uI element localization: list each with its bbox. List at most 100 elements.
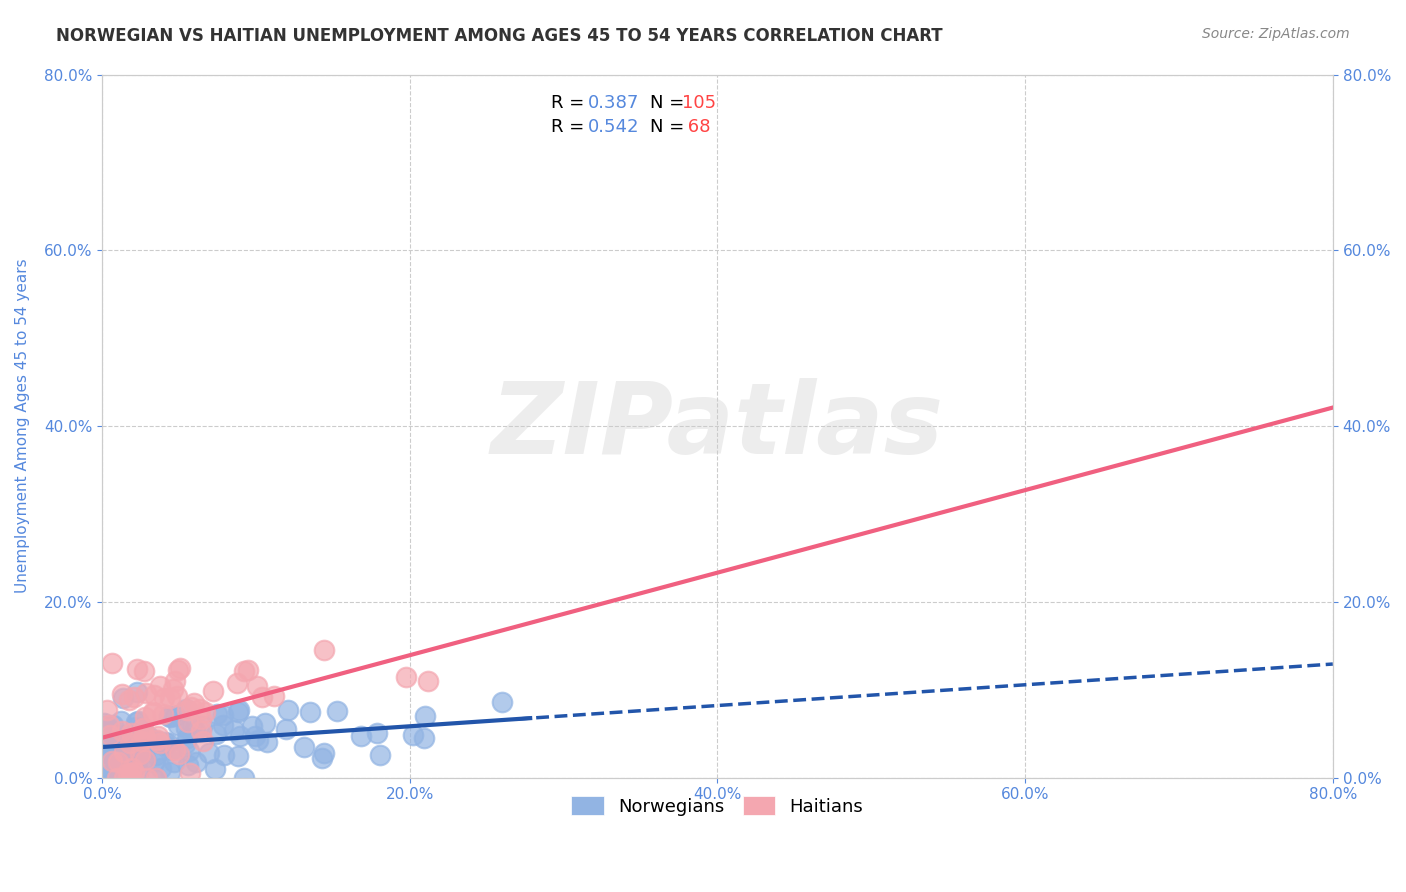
Point (143, 688, 166, 702)
Point (124, 731, 146, 746)
Text: NORWEGIAN VS HAITIAN UNEMPLOYMENT AMONG AGES 45 TO 54 YEARS CORRELATION CHART: NORWEGIAN VS HAITIAN UNEMPLOYMENT AMONG … (56, 27, 943, 45)
Point (93, 716, 115, 731)
Point (118, 692, 141, 706)
Point (148, 734, 170, 748)
Point (122, 731, 145, 746)
Point (134, 731, 156, 745)
Point (112, 771, 135, 785)
Point (111, 690, 134, 705)
Point (118, 736, 141, 750)
Point (174, 737, 197, 751)
Point (118, 757, 141, 772)
Point (366, 726, 388, 740)
Point (179, 766, 201, 780)
Point (121, 726, 143, 740)
Point (145, 771, 167, 785)
Point (413, 731, 436, 745)
Point (181, 718, 204, 732)
Point (143, 771, 166, 785)
Point (162, 681, 184, 696)
Point (132, 664, 155, 678)
Text: N =: N = (650, 118, 690, 136)
Point (191, 719, 214, 733)
Point (110, 714, 132, 728)
Point (240, 718, 263, 732)
Point (108, 763, 131, 777)
Point (246, 679, 269, 693)
Point (174, 701, 197, 715)
Point (135, 771, 157, 785)
Point (159, 765, 181, 780)
Point (125, 757, 148, 772)
Point (236, 663, 259, 677)
Point (225, 675, 247, 690)
Point (233, 771, 256, 785)
Point (243, 730, 266, 744)
Point (103, 736, 125, 750)
Point (416, 674, 439, 689)
Point (107, 751, 129, 765)
Point (120, 766, 142, 780)
Point (183, 696, 205, 710)
Point (149, 736, 172, 750)
Point (98, 723, 121, 737)
Point (98, 761, 121, 775)
Point (292, 739, 315, 754)
Point (153, 735, 176, 749)
Point (122, 734, 145, 748)
Point (165, 708, 187, 723)
Point (97, 768, 120, 782)
Point (204, 727, 226, 741)
Point (226, 748, 249, 763)
Point (207, 707, 229, 722)
Legend: Norwegians, Haitians: Norwegians, Haitians (562, 788, 873, 825)
Point (98, 728, 121, 742)
Point (153, 738, 176, 752)
Point (312, 746, 335, 760)
Point (132, 728, 155, 742)
Text: R =: R = (551, 95, 591, 112)
Point (124, 765, 146, 780)
Point (167, 718, 190, 732)
Point (149, 679, 172, 693)
Point (148, 729, 170, 743)
Point (229, 730, 252, 744)
Point (156, 736, 179, 750)
Point (124, 690, 146, 705)
Point (491, 695, 513, 709)
Point (134, 728, 156, 742)
Point (100, 748, 122, 763)
Point (274, 722, 297, 736)
Point (125, 662, 148, 676)
Point (152, 691, 174, 706)
Point (129, 747, 152, 762)
Point (312, 642, 335, 657)
Point (402, 727, 425, 741)
Point (96, 703, 118, 717)
Point (134, 743, 156, 757)
Point (121, 761, 143, 775)
Point (298, 706, 321, 720)
Point (190, 712, 212, 726)
Point (252, 690, 274, 705)
Point (103, 727, 125, 741)
Text: ZIPatlas: ZIPatlas (491, 377, 943, 475)
Point (256, 734, 278, 748)
Point (124, 715, 146, 730)
Point (142, 706, 165, 720)
Point (247, 733, 270, 747)
Point (134, 753, 156, 767)
Point (97, 718, 120, 732)
Text: 68: 68 (682, 118, 710, 136)
Point (177, 757, 200, 772)
Point (110, 747, 132, 762)
Point (190, 724, 212, 739)
Point (107, 747, 129, 761)
Point (152, 706, 174, 721)
Point (111, 723, 134, 738)
Point (105, 771, 128, 785)
Point (127, 714, 149, 728)
Point (368, 747, 391, 762)
Point (142, 755, 165, 769)
Point (112, 745, 135, 759)
